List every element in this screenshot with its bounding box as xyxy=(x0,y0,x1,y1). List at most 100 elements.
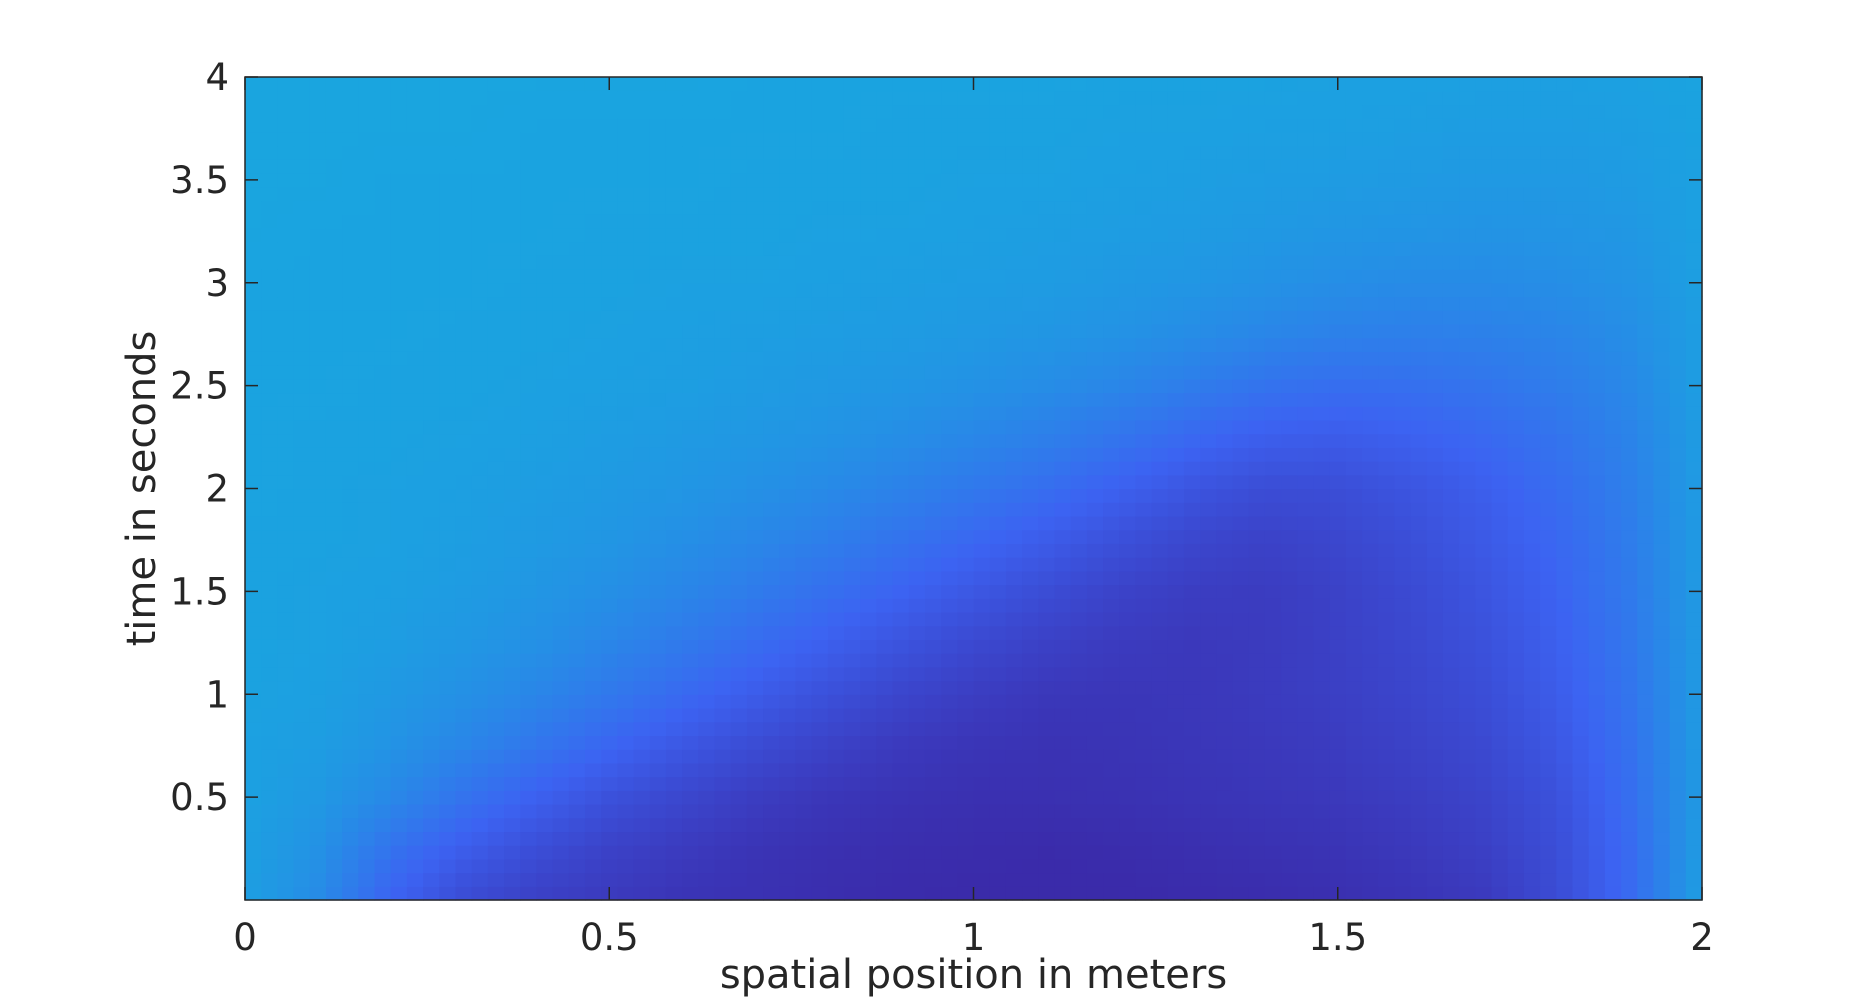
heatmap-cell xyxy=(1556,214,1574,229)
heatmap-cell xyxy=(374,310,392,325)
heatmap-cell xyxy=(1005,323,1023,339)
heatmap-cell xyxy=(439,145,457,160)
heatmap-cell xyxy=(245,721,262,736)
heatmap-cell xyxy=(245,707,262,723)
heatmap-cell xyxy=(1183,762,1201,778)
heatmap-cell xyxy=(779,543,797,558)
heatmap-cell xyxy=(1054,762,1072,778)
heatmap-cell xyxy=(1264,584,1282,599)
heatmap-cell xyxy=(973,131,991,147)
heatmap-cell xyxy=(1151,392,1169,407)
heatmap-cell xyxy=(730,269,748,284)
heatmap-cell xyxy=(957,337,975,352)
heatmap-cell xyxy=(1523,461,1541,476)
heatmap-cell xyxy=(795,845,813,860)
heatmap-cell xyxy=(601,543,618,558)
heatmap-cell xyxy=(617,269,635,284)
heatmap-cell xyxy=(1038,269,1056,284)
heatmap-cell xyxy=(1653,721,1671,736)
heatmap-cell xyxy=(957,886,975,901)
heatmap-cell xyxy=(504,680,521,695)
heatmap-cell xyxy=(1297,337,1315,352)
heatmap-cell xyxy=(1685,145,1703,160)
heatmap-cell xyxy=(633,447,651,462)
heatmap-cell xyxy=(989,214,1007,229)
heatmap-cell xyxy=(860,790,877,805)
heatmap-cell xyxy=(1183,831,1201,846)
heatmap-cell xyxy=(665,817,683,833)
heatmap-cell xyxy=(1054,186,1072,202)
heatmap-cell xyxy=(1135,721,1153,736)
heatmap-cell xyxy=(633,831,651,846)
heatmap-cell xyxy=(277,461,295,476)
heatmap-cell xyxy=(520,145,537,160)
heatmap-cell xyxy=(1281,227,1298,243)
heatmap-cell xyxy=(617,433,635,448)
heatmap-cell xyxy=(1313,145,1331,160)
heatmap-cell xyxy=(876,310,894,325)
heatmap-cell xyxy=(406,625,424,640)
heatmap-cell xyxy=(1167,831,1185,846)
heatmap-cell xyxy=(293,694,311,709)
heatmap-cell xyxy=(1200,694,1217,709)
heatmap-cell xyxy=(1232,159,1250,174)
heatmap-cell xyxy=(390,749,408,764)
heatmap-cell xyxy=(1232,337,1250,352)
heatmap-cell xyxy=(455,173,473,188)
heatmap-cell xyxy=(633,694,651,709)
heatmap-cell xyxy=(1588,323,1606,339)
heatmap-cell xyxy=(245,639,262,654)
heatmap-cell xyxy=(1442,543,1460,558)
heatmap-cell xyxy=(1070,433,1088,448)
heatmap-cell xyxy=(1086,269,1104,284)
heatmap-cell xyxy=(682,447,699,462)
heatmap-cell xyxy=(1653,557,1671,572)
heatmap-cell xyxy=(811,611,829,627)
heatmap-cell xyxy=(1329,433,1347,448)
heatmap-cell xyxy=(1232,351,1250,366)
heatmap-cell xyxy=(390,598,408,613)
heatmap-cell xyxy=(1378,543,1396,558)
heatmap-cell xyxy=(1022,392,1039,407)
heatmap-cell xyxy=(1313,433,1331,448)
heatmap-cell xyxy=(1491,570,1509,586)
heatmap-cell xyxy=(973,543,991,558)
heatmap-cell xyxy=(1588,474,1606,490)
heatmap-cell xyxy=(843,598,861,613)
heatmap-cell xyxy=(617,858,635,874)
heatmap-cell xyxy=(1183,351,1201,366)
heatmap-cell xyxy=(309,721,327,736)
heatmap-cell xyxy=(455,776,473,791)
heatmap-cell xyxy=(1556,584,1574,599)
heatmap-cell xyxy=(374,447,392,462)
heatmap-cell xyxy=(1248,419,1266,435)
heatmap-cell xyxy=(245,858,262,874)
heatmap-cell xyxy=(746,310,764,325)
heatmap-cell xyxy=(309,365,327,380)
heatmap-cell xyxy=(1264,845,1282,860)
heatmap-cell xyxy=(1442,529,1460,544)
heatmap-cell xyxy=(1135,488,1153,503)
heatmap-cell xyxy=(455,749,473,764)
heatmap-cell xyxy=(649,214,667,229)
heatmap-cell xyxy=(1685,694,1703,709)
heatmap-cell xyxy=(390,365,408,380)
heatmap-cell xyxy=(342,803,359,819)
heatmap-cell xyxy=(471,694,489,709)
heatmap-cell xyxy=(1669,145,1687,160)
heatmap-cell xyxy=(455,886,473,901)
heatmap-cell xyxy=(471,269,489,284)
heatmap-cell xyxy=(617,378,635,394)
heatmap-cell xyxy=(1054,831,1072,846)
heatmap-cell xyxy=(1281,378,1298,394)
heatmap-cell xyxy=(1054,282,1072,298)
heatmap-cell xyxy=(746,694,764,709)
heatmap-cell xyxy=(374,831,392,846)
heatmap-cell xyxy=(1362,625,1379,640)
heatmap-cell xyxy=(1475,776,1493,791)
heatmap-cell xyxy=(617,351,635,366)
heatmap-cell xyxy=(1054,269,1072,284)
heatmap-cell xyxy=(1054,365,1072,380)
heatmap-cell xyxy=(1248,351,1266,366)
heatmap-cell xyxy=(795,378,813,394)
